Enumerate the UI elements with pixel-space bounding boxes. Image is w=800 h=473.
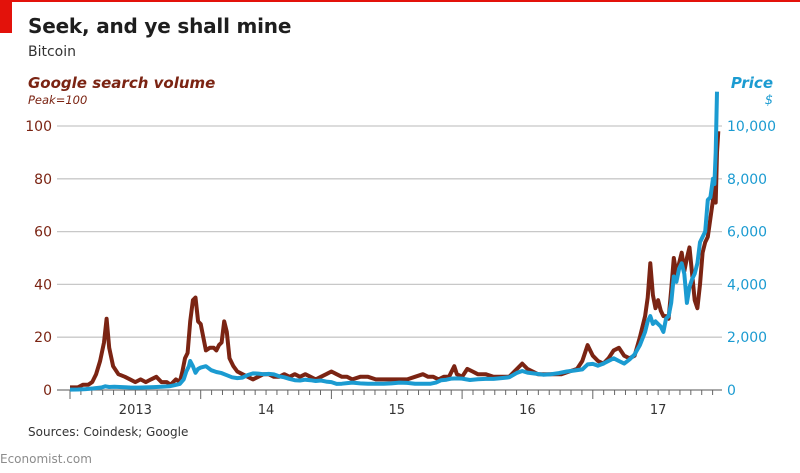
search-volume-line xyxy=(70,131,721,390)
left-tick-label: 80 xyxy=(34,172,52,188)
left-tick-label: 0 xyxy=(43,383,52,399)
right-tick-label: 6,000 xyxy=(727,225,767,241)
publisher-brand: Economist.com xyxy=(0,452,92,466)
series-lines xyxy=(69,91,721,392)
price-line xyxy=(69,91,719,392)
left-tick-label: 100 xyxy=(25,119,52,135)
year-label: 17 xyxy=(650,403,667,418)
chart-subtitle: Bitcoin xyxy=(28,44,77,60)
right-tick-label: 10,000 xyxy=(727,119,776,135)
year-label: 16 xyxy=(519,403,536,418)
red-corner-tab xyxy=(0,0,12,33)
gridlines xyxy=(57,125,722,391)
left-axis-title: Google search volume xyxy=(28,74,216,92)
x-axis: 2013 14 15 16 17 xyxy=(69,390,714,418)
source-note: Sources: Coindesk; Google xyxy=(28,425,189,439)
right-tick-label: 8,000 xyxy=(727,172,767,188)
left-tick-label: 40 xyxy=(34,277,52,293)
right-tick-label: 4,000 xyxy=(727,277,767,293)
year-label: 2013 xyxy=(119,403,152,418)
left-tick-label: 20 xyxy=(34,330,52,346)
left-axis-subtitle: Peak=100 xyxy=(28,93,88,107)
year-label: 15 xyxy=(388,403,405,418)
right-tick-label: 2,000 xyxy=(727,330,767,346)
chart-title: Seek, and ye shall mine xyxy=(28,14,292,38)
year-label: 14 xyxy=(258,403,275,418)
right-tick-label: 0 xyxy=(727,383,736,399)
right-axis-subtitle: $ xyxy=(764,93,773,108)
right-axis-ticks: 0 2,000 4,000 6,000 8,000 10,000 xyxy=(727,119,776,399)
left-axis-ticks: 0 20 40 60 80 100 xyxy=(25,119,52,399)
top-accent-rule xyxy=(0,0,800,2)
right-axis-title: Price xyxy=(730,74,773,92)
left-tick-label: 60 xyxy=(34,225,52,241)
